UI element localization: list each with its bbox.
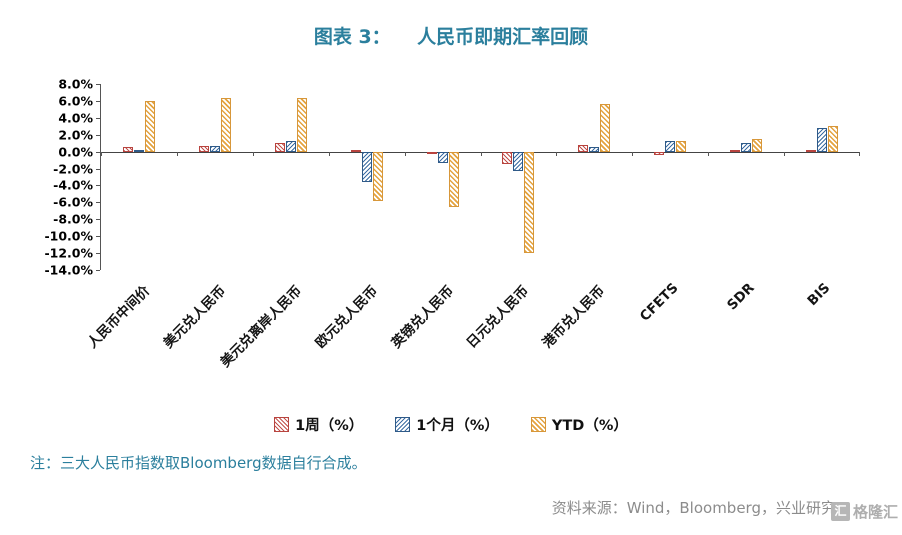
y-tick-mark [96,253,100,255]
bar-series2-cat6 [600,104,611,152]
legend-item: YTD（%） [530,414,628,435]
gelonghui-logo-icon: 汇 [830,502,850,521]
bar-series2-cat4 [448,151,459,207]
x-axis-label: 英镑兑人民币 [388,282,457,352]
x-tick-mark [708,151,710,156]
legend: 1周（%） 1个月（%） YTD（%） [0,414,902,435]
x-tick-mark [176,151,178,156]
x-axis-labels: 人民币中间价 美元兑人民币 美元兑离岸人民币 欧元兑人民币 英镑兑人民币 日元兑人民币 港币… [85,270,860,412]
y-tick-mark [96,117,100,119]
y-tick-mark [96,168,100,170]
x-axis-label: CFETS [636,280,682,325]
bar-series2-cat1 [220,98,231,152]
x-tick-mark [328,151,330,156]
x-tick-mark [556,151,558,156]
bar-series0-cat1 [198,145,209,152]
bar-series0-cat7 [654,151,665,155]
x-tick-mark [252,151,254,156]
y-tick-mark [96,185,100,187]
bar-series0-cat2 [274,143,285,152]
x-axis-label: 人民币中间价 [84,282,154,352]
y-tick-label: 8.0% [58,76,93,92]
bar-series2-cat5 [524,151,535,254]
legend-item: 1个月（%） [395,414,499,435]
x-axis-label: 日元兑人民币 [464,282,533,352]
watermark-text: 格隆汇 [852,503,898,521]
y-tick-label: -4.0% [53,177,93,193]
bar-series2-cat0 [144,100,155,152]
y-tick-label: -2.0% [53,161,93,177]
y-tick-label: -10.0% [44,228,93,244]
y-tick-label: 2.0% [58,127,93,143]
bar-series1-cat9 [817,127,828,152]
bar-series2-cat7 [676,140,687,152]
y-tick-label: 4.0% [58,110,93,126]
y-tick-mark [96,270,100,271]
x-tick-mark [404,151,406,156]
watermark: 汇 格隆汇 [830,501,898,522]
x-axis-label: SDR [724,280,758,314]
x-tick-mark [101,151,102,156]
y-tick-label: -12.0% [44,245,93,261]
plot-area [96,84,860,271]
x-axis-label: 欧元兑人民币 [312,282,381,352]
legend-swatch [530,417,546,432]
y-tick-label: 6.0% [58,93,93,109]
y-tick-mark [96,134,100,136]
y-tick-label: -8.0% [53,211,93,227]
bar-series0-cat9 [806,149,817,152]
legend-item: 1周（%） [274,414,363,435]
bar-series2-cat8 [752,138,763,152]
y-tick-mark [96,236,100,238]
x-tick-mark [784,151,786,156]
bar-series1-cat4 [437,151,448,163]
bar-series0-cat6 [578,144,589,152]
bar-series1-cat2 [285,140,296,152]
y-axis: 8.0% 6.0% 4.0% 2.0% 0.0% -2.0% -4.0% -6.0% -8.0%… [38,77,96,278]
chart: 8.0% 6.0% 4.0% 2.0% 0.0% -2.0% -4.0% -6.0% -8.0%… [38,77,860,414]
bar-series1-cat5 [513,151,524,172]
bar-series1-cat3 [361,151,372,183]
bar-series1-cat1 [209,145,220,152]
legend-label: 1周（%） [295,418,364,434]
x-axis-label: 美元兑人民币 [160,282,230,352]
x-axis-label: BIS [804,280,834,310]
legend-label: YTD（%） [551,418,628,434]
bar-series2-cat2 [296,98,307,152]
y-tick-mark [96,219,100,221]
legend-swatch [274,417,290,432]
source-text: 资料来源：Wind，Bloomberg，兴业研究 [551,499,836,517]
x-tick-mark [480,151,482,156]
bar-series0-cat8 [730,150,741,153]
y-tick-mark [96,202,100,204]
bar-series1-cat8 [741,143,752,152]
bar-series2-cat9 [828,126,839,152]
x-tick-mark [859,151,860,156]
y-tick-label: 0.0% [58,144,93,160]
legend-swatch [395,417,411,432]
bar-series1-cat0 [133,150,144,153]
y-tick-mark [96,151,100,153]
bar-series0-cat0 [122,147,133,152]
bar-series2-cat3 [372,151,383,201]
y-tick-mark [96,100,100,102]
bar-series0-cat4 [426,151,437,155]
x-tick-mark [632,151,634,156]
x-axis-label: 港币兑人民币 [539,282,609,352]
footnote: 注：三大人民币指数取Bloomberg数据自行合成。 [30,454,367,472]
bar-series0-cat3 [350,150,361,153]
chart-title: 图表 3： 人民币即期汇率回顾 [313,26,589,48]
y-tick-mark [96,84,100,85]
bar-series1-cat6 [589,147,600,152]
bar-series1-cat7 [665,141,676,152]
legend-label: 1个月（%） [416,418,499,434]
bar-series0-cat5 [502,151,513,165]
y-tick-label: -6.0% [53,194,93,210]
y-tick-label: -14.0% [44,262,93,278]
